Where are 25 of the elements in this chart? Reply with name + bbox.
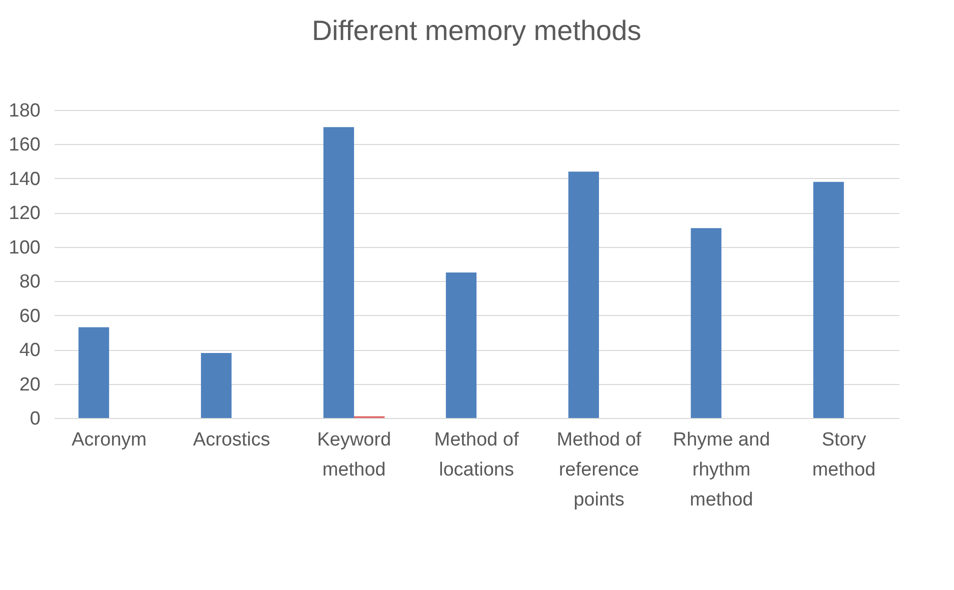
y-tick-label: 100 [8, 237, 40, 258]
y-tick-label: 180 [8, 100, 40, 122]
bar [813, 182, 844, 418]
y-tick-label: 80 [19, 272, 40, 293]
y-tick-label: 60 [19, 306, 40, 327]
x-tick-label: Acrostics [193, 430, 270, 450]
bar [446, 272, 476, 418]
y-tick-label: 160 [8, 134, 40, 156]
x-tick-label: Rhyme and rhythm method [672, 430, 770, 510]
x-tick-label: Method of reference points [556, 430, 642, 510]
x-tick-label: Keyword method [317, 430, 391, 480]
x-tick-label: Method of locations [434, 430, 520, 480]
chart-title: Different memory methods [312, 15, 642, 46]
bar [690, 228, 722, 418]
bar [200, 352, 232, 418]
y-tick-label: 40 [19, 340, 40, 362]
bar [568, 172, 599, 418]
x-tick-label: Acronym [72, 430, 147, 450]
y-tick-label: 140 [8, 168, 40, 190]
bar [323, 127, 354, 418]
x-tick-label: Story method [812, 430, 876, 480]
y-tick-label: 120 [8, 203, 40, 224]
y-tick-label: 0 [30, 408, 40, 430]
y-tick-label: 20 [19, 374, 40, 396]
bar [78, 327, 110, 418]
